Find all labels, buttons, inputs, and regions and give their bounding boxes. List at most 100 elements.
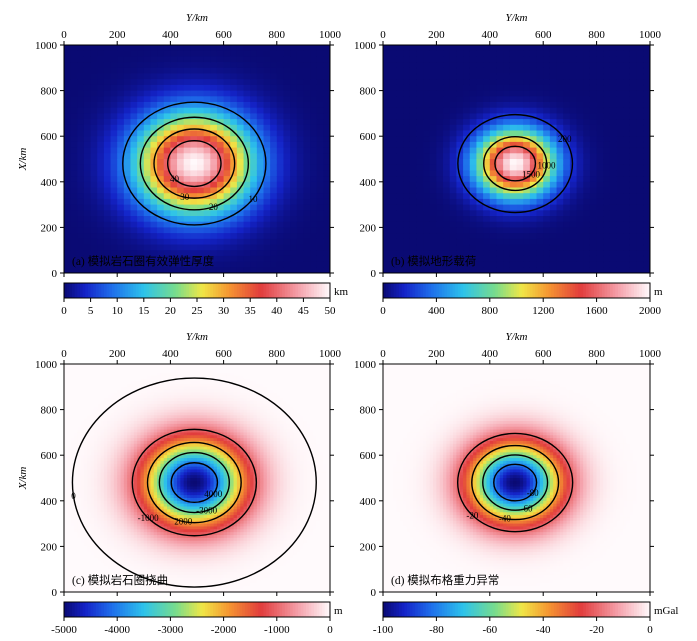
heatmap-cell — [77, 198, 85, 206]
heatmap-cell — [83, 267, 92, 273]
heatmap-cell — [107, 489, 112, 493]
heatmap-cell — [469, 62, 478, 69]
heatmap-cell — [90, 136, 98, 143]
heatmap-cell — [409, 113, 417, 120]
heatmap-cell — [276, 255, 285, 263]
heatmap-cell — [90, 566, 95, 570]
heatmap-cell — [80, 517, 85, 522]
heatmap-cell — [456, 141, 464, 149]
y-tick-label: 200 — [360, 222, 377, 234]
heatmap-cell — [90, 187, 98, 194]
heatmap-cell — [509, 84, 518, 92]
heatmap-cell — [143, 84, 152, 92]
heatmap-cell — [93, 480, 98, 485]
heatmap-cell — [276, 244, 285, 251]
heatmap-cell — [416, 130, 424, 137]
heatmap-cell — [90, 366, 95, 371]
heatmap-cell — [409, 84, 417, 92]
heatmap-cell — [93, 572, 98, 576]
heatmap-cell — [107, 574, 112, 579]
heatmap-cell — [496, 164, 504, 171]
heatmap-cell — [123, 255, 132, 263]
heatmap-cell — [609, 221, 618, 228]
heatmap-cell — [67, 406, 72, 411]
heatmap-cell — [463, 90, 471, 97]
heatmap-cell — [117, 176, 125, 183]
heatmap-cell — [503, 210, 511, 217]
heatmap-cell — [90, 535, 95, 539]
heatmap-cell — [423, 238, 431, 246]
heatmap-cell — [190, 238, 198, 246]
heatmap-cell — [403, 176, 411, 183]
heatmap-cell — [64, 478, 68, 482]
heatmap-cell — [113, 486, 118, 490]
heatmap-cell — [117, 141, 125, 149]
heatmap-cell — [583, 79, 591, 86]
heatmap-cell — [396, 56, 404, 63]
heatmap-cell — [250, 102, 258, 109]
heatmap-cell — [250, 62, 258, 69]
heatmap-cell — [73, 378, 78, 382]
heatmap-cell — [323, 221, 330, 228]
heatmap-cell — [80, 372, 85, 376]
heatmap-cell — [90, 244, 98, 251]
heatmap-cell — [270, 56, 278, 63]
heatmap-cell — [589, 250, 598, 257]
heatmap-cell — [117, 423, 122, 428]
heatmap-cell — [603, 187, 611, 194]
heatmap-cell — [103, 79, 112, 86]
heatmap-cell — [230, 79, 238, 86]
heatmap-cell — [77, 159, 85, 166]
heatmap-cell — [197, 73, 205, 80]
heatmap-cell — [509, 90, 518, 97]
heatmap-cell — [117, 452, 122, 456]
heatmap-cell — [110, 580, 115, 585]
heatmap-cell — [503, 119, 511, 126]
colorbar-step — [308, 283, 312, 298]
heatmap-cell — [83, 554, 88, 559]
heatmap-cell — [70, 113, 78, 120]
heatmap-cell — [83, 486, 88, 490]
heatmap-cell — [589, 198, 598, 206]
heatmap-cell — [270, 62, 278, 69]
heatmap-cell — [463, 67, 471, 75]
heatmap-cell — [67, 386, 72, 391]
heatmap-cell — [103, 136, 112, 143]
heatmap-cell — [310, 50, 318, 57]
heatmap-cell — [97, 67, 105, 75]
heatmap-cell — [117, 497, 122, 502]
heatmap-cell — [77, 62, 85, 69]
heatmap-cell — [90, 398, 95, 402]
heatmap-cell — [103, 401, 108, 405]
heatmap-cell — [73, 537, 78, 542]
heatmap-cell — [643, 198, 650, 206]
heatmap-cell — [70, 515, 75, 519]
heatmap-cell — [70, 412, 75, 416]
heatmap-cell — [80, 392, 85, 396]
heatmap-cell — [70, 574, 75, 579]
colorbar-step — [64, 283, 68, 298]
heatmap-cell — [103, 56, 112, 63]
heatmap-cell — [73, 512, 78, 516]
heatmap-cell — [130, 159, 138, 166]
heatmap-cell — [97, 532, 102, 536]
heatmap-cell — [436, 90, 444, 97]
y-tick-label: 600 — [41, 131, 58, 143]
heatmap-cell — [93, 463, 98, 468]
heatmap-cell — [64, 267, 72, 273]
heatmap-cell — [110, 440, 115, 445]
heatmap-cell — [90, 526, 95, 530]
heatmap-cell — [596, 141, 604, 149]
heatmap-cell — [73, 532, 78, 536]
heatmap-cell — [589, 124, 598, 132]
heatmap-cell — [276, 130, 285, 137]
colorbar-step — [141, 283, 145, 298]
heatmap-cell — [64, 526, 68, 530]
heatmap-cell — [603, 73, 611, 80]
heatmap-cell — [103, 403, 108, 408]
heatmap-cell — [80, 412, 85, 416]
colorbar-tick-label: 400 — [428, 305, 445, 317]
heatmap-cell — [623, 45, 631, 52]
heatmap-cell — [113, 517, 118, 522]
heatmap-cell — [157, 227, 165, 234]
